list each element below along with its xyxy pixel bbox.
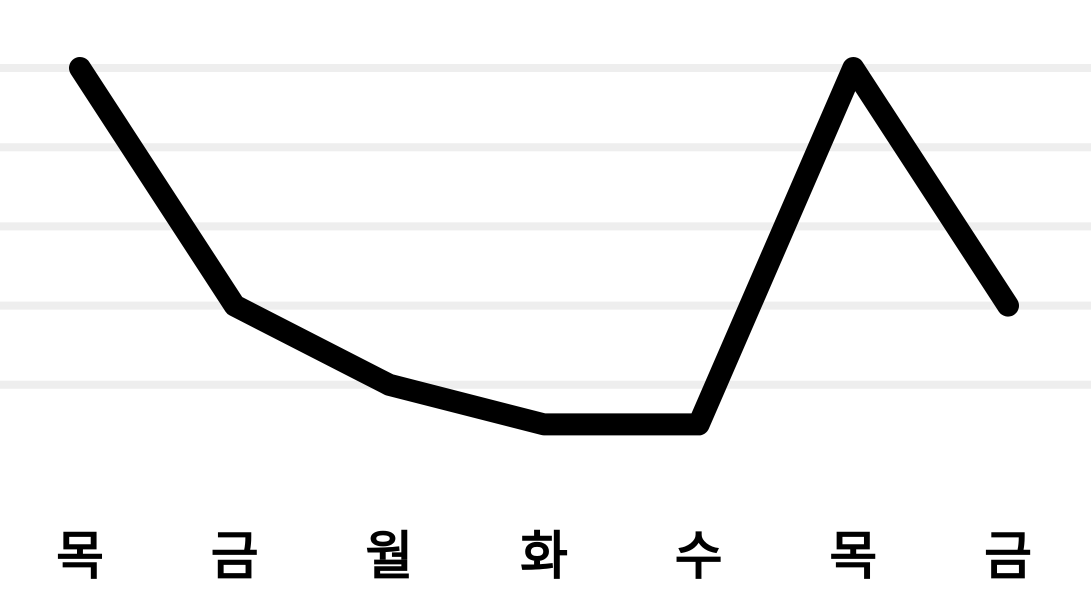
- x-tick-label-1: 금: [211, 527, 259, 587]
- x-tick-label-4: 수: [675, 527, 723, 587]
- series-layer: [69, 57, 1019, 436]
- x-tick-label-0: 목: [56, 527, 104, 587]
- series-line: [69, 57, 1019, 436]
- gridlines: [0, 64, 1091, 389]
- x-tick-label-3: 화: [520, 527, 568, 587]
- x-tick-label-6: 금: [984, 527, 1032, 587]
- x-tick-label-2: 월: [365, 527, 413, 587]
- x-tick-label-5: 목: [829, 527, 877, 587]
